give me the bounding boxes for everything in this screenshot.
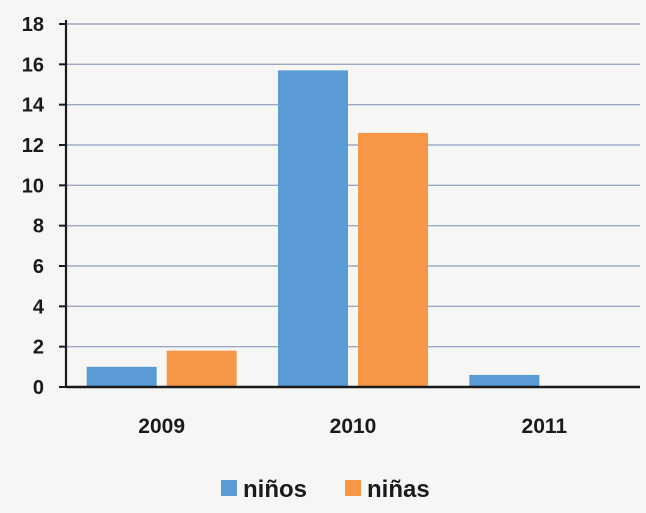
- y-tick-label: 12: [22, 135, 44, 157]
- y-tick-label: 8: [33, 216, 44, 238]
- x-tick-label: 2010: [330, 415, 377, 438]
- bar-niños-2010: [278, 70, 348, 387]
- bar-niñas-2009: [167, 351, 237, 387]
- legend-label-niños: niños: [243, 476, 307, 503]
- x-tick-label: 2011: [522, 415, 568, 438]
- y-tick-label: 0: [33, 377, 44, 399]
- y-tick-label: 6: [33, 256, 44, 278]
- x-tick-label: 2009: [138, 415, 185, 438]
- bar-niños-2011: [469, 375, 539, 387]
- y-tick-label: 2: [33, 337, 44, 359]
- y-tick-label: 18: [22, 14, 44, 36]
- y-tick-label: 10: [22, 175, 44, 197]
- legend-label-niñas: niñas: [367, 476, 430, 503]
- y-tick-label: 4: [33, 296, 45, 318]
- bar-niñas-2010: [358, 133, 428, 387]
- legend-swatch-niñas: [345, 480, 361, 496]
- y-tick-label: 16: [22, 54, 44, 76]
- legend-swatch-niños: [221, 480, 237, 496]
- bar-niños-2009: [87, 367, 157, 387]
- y-tick-label: 14: [22, 95, 45, 117]
